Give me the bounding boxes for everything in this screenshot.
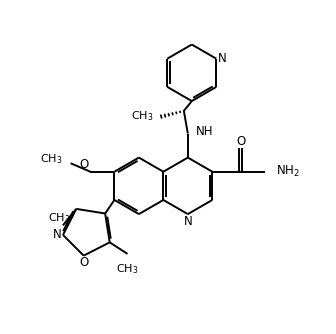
Text: O: O bbox=[79, 256, 88, 269]
Text: CH$_3$: CH$_3$ bbox=[40, 152, 62, 166]
Text: N: N bbox=[218, 52, 226, 65]
Text: O: O bbox=[80, 158, 89, 171]
Text: NH$_2$: NH$_2$ bbox=[277, 164, 300, 179]
Text: N: N bbox=[53, 228, 61, 241]
Text: CH$_3$: CH$_3$ bbox=[131, 109, 153, 123]
Text: CH$_3$: CH$_3$ bbox=[116, 262, 139, 276]
Text: CH$_3$: CH$_3$ bbox=[48, 211, 70, 225]
Text: NH: NH bbox=[196, 125, 213, 138]
Text: O: O bbox=[236, 135, 245, 148]
Text: N: N bbox=[183, 214, 192, 227]
